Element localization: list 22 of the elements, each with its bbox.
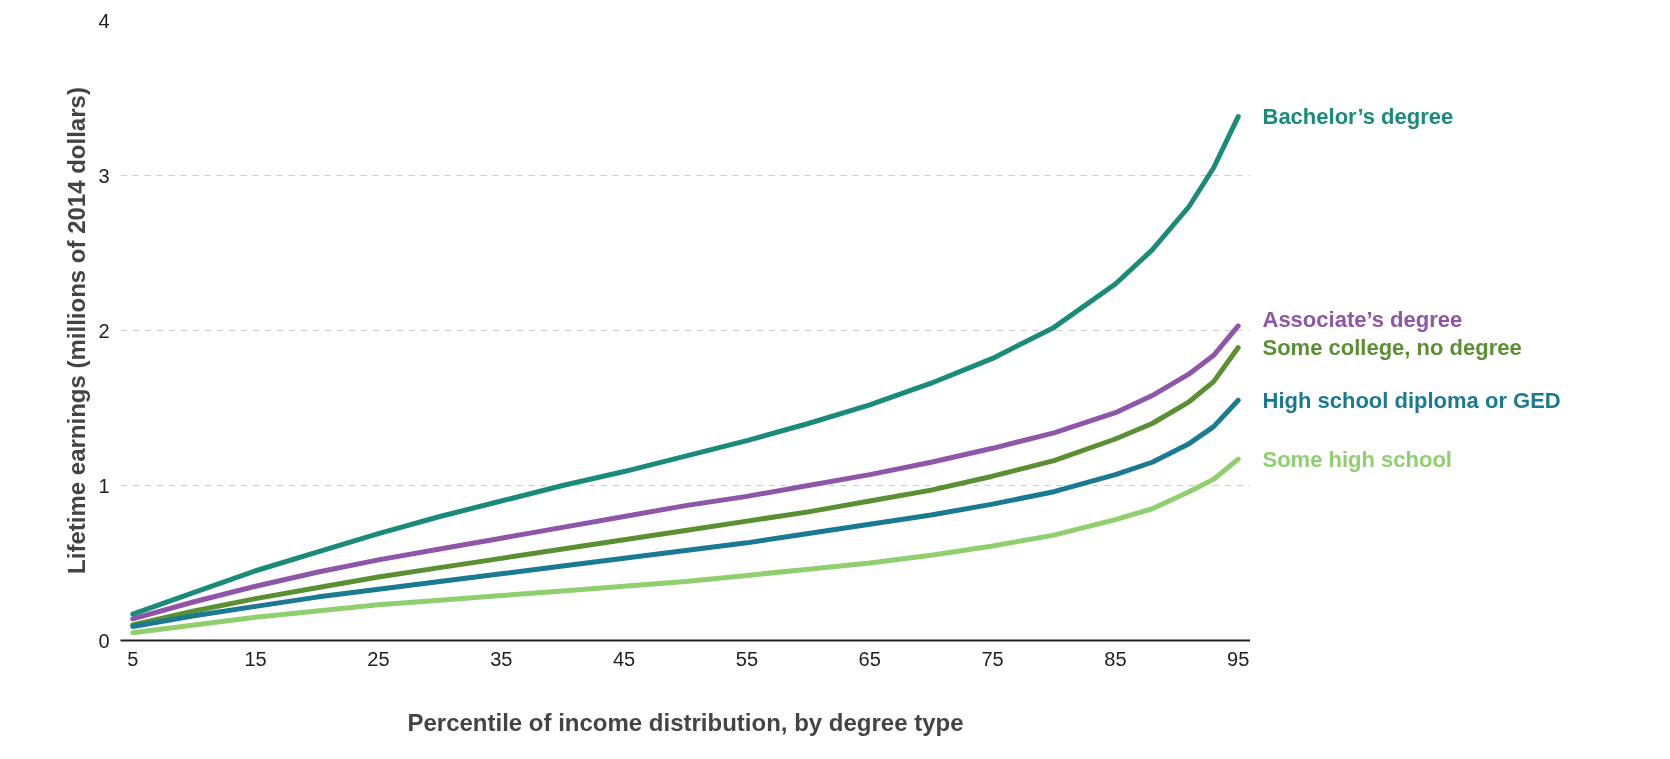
x-tick-label: 15 <box>244 647 267 670</box>
x-tick-label: 55 <box>735 647 759 670</box>
x-tick-label: 85 <box>1104 647 1127 670</box>
x-tick-label: 65 <box>858 647 881 670</box>
x-axis-title: Percentile of income distribution, by degree type <box>407 708 964 736</box>
y-axis-title: Lifetime earnings (millions of 2014 dollars) <box>63 87 91 574</box>
x-tick-label: 75 <box>981 647 1004 670</box>
x-tick-label: 45 <box>612 647 636 670</box>
x-tick-label: 25 <box>367 647 390 670</box>
y-tick-label: 2 <box>98 319 110 342</box>
series-label: Some high school <box>1262 446 1452 472</box>
y-tick-label: 1 <box>98 474 110 497</box>
y-tick-label: 0 <box>98 629 110 652</box>
series-label: Associate’s degree <box>1262 307 1463 333</box>
series-label: Bachelor’s degree <box>1262 104 1454 130</box>
x-tick-label: 35 <box>490 647 513 670</box>
x-tick-label: 5 <box>127 647 139 670</box>
x-tick-label: 95 <box>1227 647 1250 670</box>
series-label: High school diploma or GED <box>1262 387 1561 413</box>
y-tick-label: 4 <box>98 9 110 32</box>
y-tick-label: 3 <box>98 164 110 187</box>
series-label: Some college, no degree <box>1262 335 1522 361</box>
